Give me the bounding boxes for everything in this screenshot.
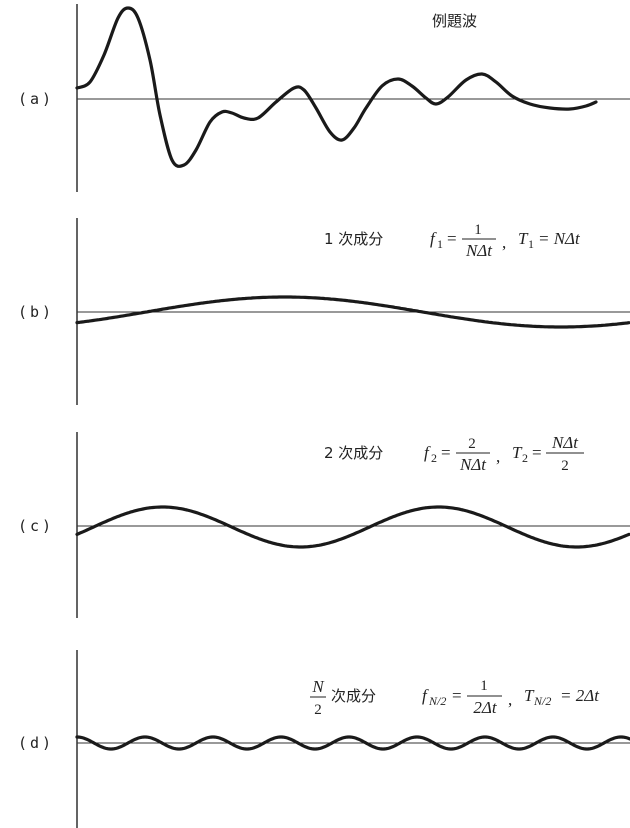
- svg-text:f: f: [424, 443, 431, 462]
- svg-text:2: 2: [561, 458, 569, 474]
- panel-c-second-component-wave: [75, 505, 630, 549]
- panel-b-title: 1 次成分: [324, 230, 383, 248]
- svg-text:1: 1: [474, 222, 482, 238]
- panel-d-formula: f N/2 = 1 2Δt , T N/2 = 2Δt: [422, 678, 600, 717]
- panel-a-title: 例題波: [432, 12, 477, 30]
- panel-d-label: (d): [18, 734, 54, 752]
- svg-text:= 2Δt: = 2Δt: [560, 686, 600, 705]
- svg-text:NΔt: NΔt: [551, 433, 579, 452]
- svg-text:T: T: [512, 443, 523, 462]
- svg-text:=: =: [441, 443, 451, 462]
- svg-text:1: 1: [528, 237, 534, 251]
- panel-a-example-wave: [75, 6, 598, 168]
- svg-text:NΔt: NΔt: [459, 455, 487, 474]
- svg-text:2: 2: [522, 451, 528, 465]
- svg-text:2: 2: [431, 451, 437, 465]
- svg-text:f: f: [422, 686, 429, 705]
- panel-a-label: (a): [18, 90, 54, 108]
- svg-text:N/2: N/2: [428, 694, 446, 708]
- svg-text:,: ,: [508, 690, 512, 709]
- svg-text:2: 2: [314, 702, 322, 718]
- svg-text:2Δt: 2Δt: [473, 698, 497, 717]
- svg-text:1: 1: [480, 678, 488, 694]
- panel-c-label: (c): [18, 517, 54, 535]
- svg-text:,: ,: [496, 447, 500, 466]
- svg-text:=: =: [532, 443, 542, 462]
- svg-text:= NΔt: = NΔt: [538, 229, 581, 248]
- panel-d-title: N 2 次成分: [310, 677, 376, 718]
- svg-text:=: =: [452, 686, 462, 705]
- svg-text:NΔt: NΔt: [465, 241, 493, 260]
- svg-text:T: T: [524, 686, 535, 705]
- panel-b-label: (b): [18, 303, 54, 321]
- panel-d-nyquist-component-wave: [75, 735, 630, 751]
- svg-text:N: N: [311, 677, 325, 696]
- svg-text:2: 2: [468, 436, 476, 452]
- svg-text:=: =: [447, 229, 457, 248]
- panel-c-title: 2 次成分: [324, 444, 383, 462]
- svg-text:次成分: 次成分: [331, 687, 376, 705]
- panel-b-formula: f 1 = 1 NΔt , T 1 = NΔt: [430, 222, 581, 260]
- svg-text:f: f: [430, 229, 437, 248]
- panel-b-first-component-wave: [75, 295, 630, 329]
- panel-c-formula: f 2 = 2 NΔt , T 2 = NΔt 2: [424, 433, 584, 474]
- svg-text:1: 1: [437, 237, 443, 251]
- svg-text:T: T: [518, 229, 529, 248]
- svg-text:N/2: N/2: [533, 694, 551, 708]
- svg-text:,: ,: [502, 233, 506, 252]
